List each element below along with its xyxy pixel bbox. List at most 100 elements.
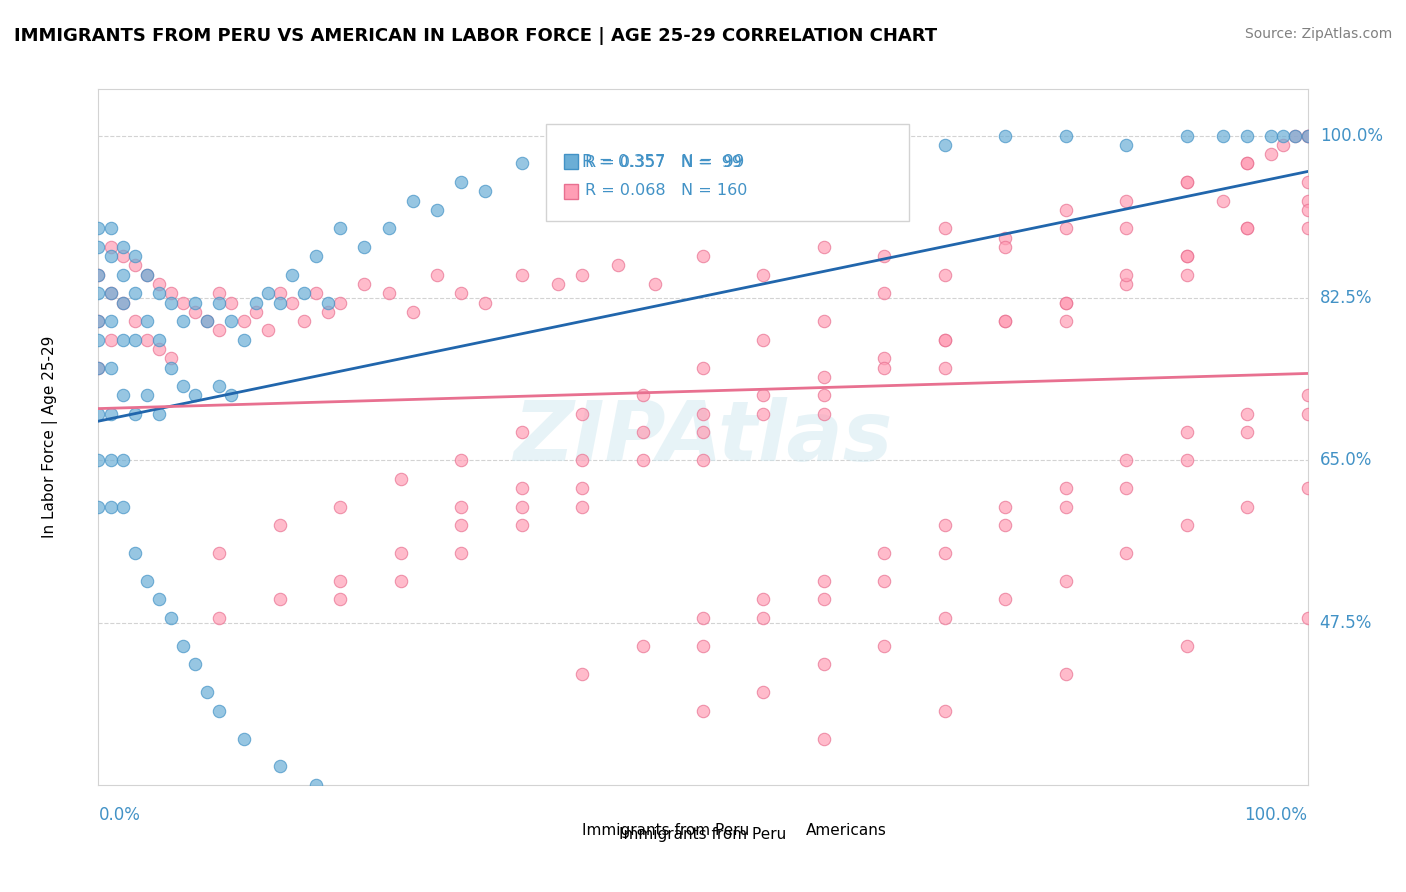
Text: IMMIGRANTS FROM PERU VS AMERICAN IN LABOR FORCE | AGE 25-29 CORRELATION CHART: IMMIGRANTS FROM PERU VS AMERICAN IN LABO…	[14, 27, 938, 45]
Point	[571, 481, 593, 495]
Point	[305, 249, 328, 263]
Point	[474, 295, 496, 310]
Point	[571, 407, 593, 421]
Point	[813, 314, 835, 328]
Text: 0.0%: 0.0%	[98, 805, 141, 824]
Point	[100, 286, 122, 301]
Point	[571, 268, 593, 282]
Point	[160, 286, 183, 301]
Point	[184, 657, 207, 672]
Point	[100, 314, 122, 328]
Point	[1175, 128, 1198, 143]
Point	[208, 379, 231, 393]
Point	[135, 268, 157, 282]
Point	[1054, 666, 1077, 681]
Point	[87, 500, 110, 514]
Point	[644, 147, 666, 161]
Point	[752, 137, 775, 152]
Point	[692, 407, 714, 421]
Point	[195, 685, 218, 699]
Point	[232, 314, 254, 328]
Point	[111, 240, 134, 254]
Point	[232, 333, 254, 347]
Point	[934, 704, 956, 718]
Point	[994, 314, 1017, 328]
Point	[934, 221, 956, 235]
Text: R = 0.357   N =  99: R = 0.357 N = 99	[585, 154, 741, 169]
Point	[994, 240, 1017, 254]
Point	[160, 611, 183, 625]
Point	[1260, 128, 1282, 143]
Point	[510, 481, 533, 495]
Point	[1115, 481, 1137, 495]
Point	[994, 518, 1017, 533]
Point	[426, 268, 449, 282]
Point	[873, 360, 896, 375]
Point	[172, 314, 194, 328]
Point	[124, 286, 146, 301]
Point	[450, 175, 472, 189]
Point	[873, 574, 896, 588]
Point	[353, 240, 375, 254]
Point	[474, 184, 496, 198]
Point	[100, 221, 122, 235]
Point	[450, 852, 472, 866]
Point	[510, 425, 533, 440]
Point	[160, 295, 183, 310]
Point	[1175, 425, 1198, 440]
Point	[934, 546, 956, 560]
Point	[994, 592, 1017, 607]
Point	[1115, 453, 1137, 467]
Point	[1115, 221, 1137, 235]
Point	[934, 611, 956, 625]
Point	[245, 295, 267, 310]
Point	[571, 666, 593, 681]
Point	[1296, 388, 1319, 402]
FancyBboxPatch shape	[787, 823, 803, 837]
Text: Immigrants from Peru: Immigrants from Peru	[620, 827, 786, 842]
Point	[813, 369, 835, 384]
Point	[329, 221, 352, 235]
Text: Immigrants from Peru: Immigrants from Peru	[582, 822, 749, 838]
Point	[510, 500, 533, 514]
Point	[752, 388, 775, 402]
Point	[1175, 175, 1198, 189]
Point	[752, 685, 775, 699]
Point	[208, 611, 231, 625]
FancyBboxPatch shape	[564, 184, 578, 199]
Point	[994, 500, 1017, 514]
Point	[752, 268, 775, 282]
Point	[329, 295, 352, 310]
Point	[87, 286, 110, 301]
Point	[510, 871, 533, 885]
Point	[450, 546, 472, 560]
Point	[148, 342, 170, 356]
Point	[221, 295, 243, 310]
Point	[607, 128, 630, 143]
Point	[377, 286, 399, 301]
Point	[135, 268, 157, 282]
Point	[934, 360, 956, 375]
Text: Source: ZipAtlas.com: Source: ZipAtlas.com	[1244, 27, 1392, 41]
Point	[184, 305, 207, 319]
Point	[813, 574, 835, 588]
Point	[450, 286, 472, 301]
Point	[1115, 277, 1137, 291]
Point	[1296, 221, 1319, 235]
Point	[329, 500, 352, 514]
Point	[269, 295, 291, 310]
Point	[1236, 221, 1258, 235]
Point	[873, 128, 896, 143]
Point	[221, 314, 243, 328]
Point	[100, 453, 122, 467]
Point	[124, 259, 146, 273]
Point	[934, 333, 956, 347]
Point	[994, 314, 1017, 328]
Point	[607, 259, 630, 273]
Point	[87, 360, 110, 375]
Point	[873, 351, 896, 366]
Point	[111, 249, 134, 263]
Point	[111, 268, 134, 282]
Point	[692, 128, 714, 143]
Point	[450, 500, 472, 514]
